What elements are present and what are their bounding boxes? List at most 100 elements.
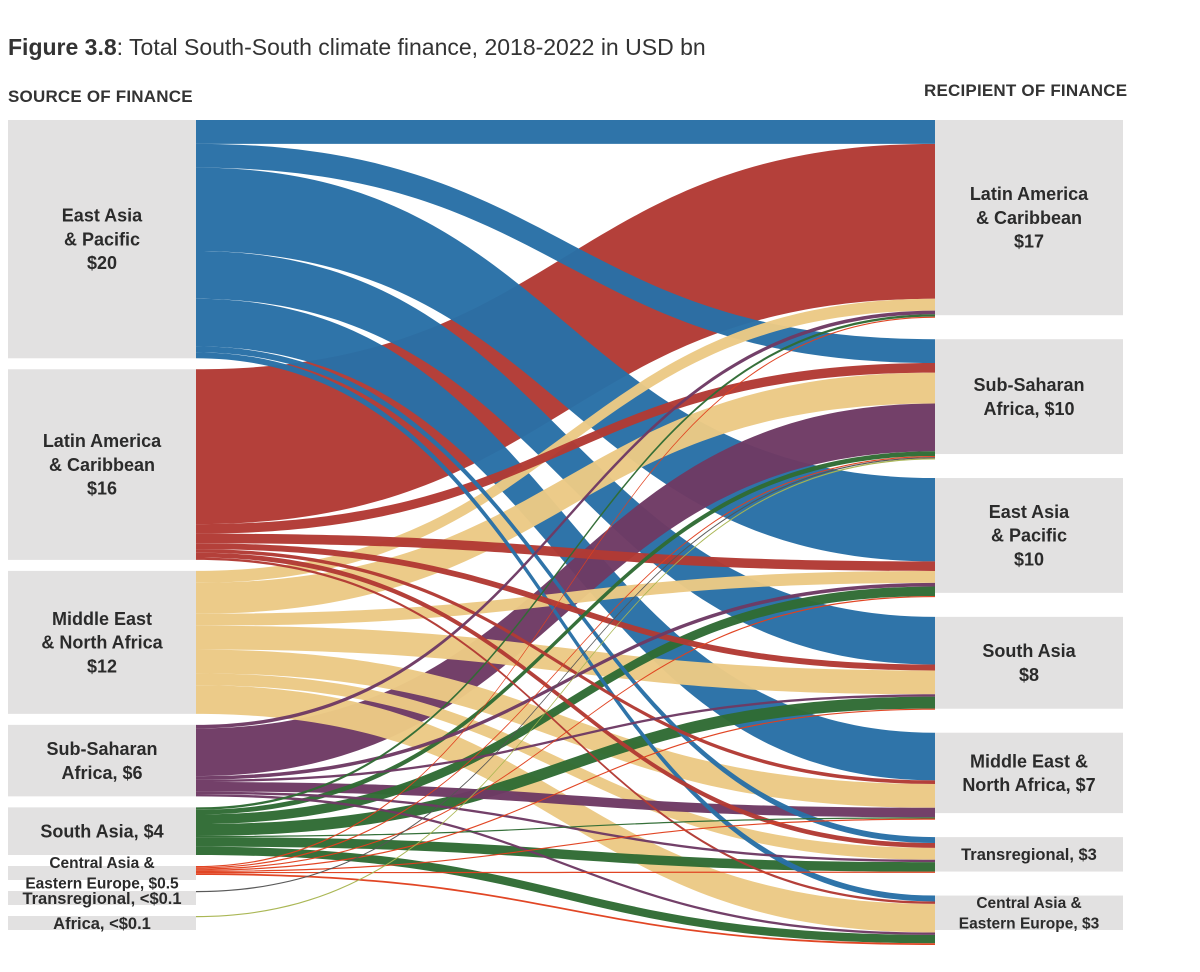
- flow-sa-to-mena: [196, 817, 935, 838]
- source-node-label: Africa, $6: [61, 763, 142, 783]
- source-node-label: $12: [87, 656, 117, 676]
- flow-sa-to-lac: [196, 314, 935, 810]
- flow-mena-to-ssa: [196, 372, 935, 614]
- source-node-label: $16: [87, 479, 117, 499]
- flow-lac-to-ssa: [196, 363, 935, 534]
- recipient-node-label: $10: [1014, 550, 1044, 570]
- recipient-node-label: North Africa, $7: [962, 775, 1095, 795]
- recipient-node-caee: Central Asia & Eastern Europe, $3: [935, 895, 1123, 932]
- source-node-label: Africa, <$0.1: [53, 915, 151, 933]
- recipient-node-mena: Middle East & North Africa, $7: [935, 732, 1123, 814]
- source-node-label: & North Africa: [41, 633, 163, 653]
- recipient-node-box: [935, 339, 1123, 455]
- recipient-node-tr: Transregional, $3: [935, 837, 1123, 872]
- recipient-nodes: Latin America & Caribbean $17 Sub-Saharan Af…: [935, 120, 1123, 932]
- flow-eap-to-tr: [196, 346, 935, 844]
- source-node-af: Africa, <$0.1: [8, 915, 196, 933]
- recipient-node-label: $8: [1019, 665, 1039, 685]
- flow-sa-to-ssa: [196, 451, 935, 815]
- source-node-box: [8, 866, 196, 880]
- flow-eap-to-mena: [196, 298, 935, 781]
- flow-tr-to-ssa: [196, 457, 935, 893]
- flow-caee-to-caee: [196, 873, 935, 945]
- flow-af-to-ssa: [196, 458, 935, 918]
- flow-lac-to-eap: [196, 533, 935, 571]
- source-node-box: [8, 807, 196, 855]
- flow-caee-to-ssa: [196, 455, 935, 869]
- recipient-node-box: [935, 837, 1123, 872]
- source-node-label: Latin America: [43, 431, 162, 451]
- figure-title-text: : Total South-South climate finance, 201…: [116, 34, 706, 60]
- source-node-box: [8, 916, 196, 930]
- flow-eap-to-sa: [196, 251, 935, 665]
- flow-sa-to-sa: [196, 696, 935, 836]
- flow-mena-to-mena: [196, 649, 935, 808]
- flow-eap-to-lac: [196, 120, 935, 144]
- source-node-ssa: Sub-Saharan Africa, $6: [8, 724, 196, 797]
- flow-lac-to-mena: [196, 549, 935, 784]
- flow-sa-to-eap: [196, 586, 935, 825]
- recipient-node-eap: East Asia & Pacific $10: [935, 478, 1123, 593]
- flow-eap-to-caee: [196, 352, 935, 902]
- flow-caee-to-sa: [196, 708, 935, 871]
- flow-mena-to-eap: [196, 570, 935, 626]
- flow-layer: [196, 120, 935, 945]
- source-column-heading: SOURCE OF FINANCE: [8, 87, 193, 106]
- flow-mena-to-lac: [196, 298, 935, 583]
- flow-ssa-to-caee: [196, 793, 935, 935]
- figure-title: Figure 3.8: Total South-South climate fi…: [8, 34, 706, 61]
- recipient-node-label: Eastern Europe, $3: [959, 915, 1100, 932]
- source-nodes: East Asia & Pacific $20 Latin America & Cari…: [8, 120, 196, 933]
- recipient-node-label: & Pacific: [991, 526, 1067, 546]
- figure-number: Figure 3.8: [8, 34, 117, 60]
- source-node-caee: Central Asia & Eastern Europe, $0.5: [8, 855, 196, 893]
- recipient-node-box: [935, 120, 1123, 316]
- source-node-label: South Asia, $4: [40, 821, 163, 841]
- recipient-node-label: South Asia: [982, 641, 1076, 661]
- flow-ssa-to-sa: [196, 694, 935, 783]
- source-node-lac: Latin America & Caribbean $16: [8, 369, 196, 560]
- source-node-label: Eastern Europe, $0.5: [25, 876, 179, 893]
- flow-caee-to-lac: [196, 316, 935, 868]
- recipient-node-label: Sub-Saharan: [973, 375, 1084, 395]
- source-node-box: [8, 369, 196, 560]
- flow-lac-to-caee: [196, 557, 935, 904]
- source-node-label: Transregional, <$0.1: [22, 890, 181, 908]
- source-node-label: $20: [87, 253, 117, 273]
- source-node-label: & Pacific: [64, 229, 140, 249]
- flow-ssa-to-lac: [196, 310, 935, 729]
- recipient-node-label: Transregional, $3: [961, 846, 1097, 864]
- recipient-node-label: $17: [1014, 232, 1044, 252]
- flow-lac-to-tr: [196, 552, 935, 848]
- source-node-box: [8, 891, 196, 905]
- recipient-node-label: Central Asia &: [976, 895, 1081, 912]
- recipient-node-label: Africa, $10: [983, 399, 1074, 419]
- flow-caee-to-tr: [196, 871, 935, 874]
- source-node-box: [8, 570, 196, 714]
- source-node-label: East Asia: [62, 206, 143, 226]
- recipient-node-box: [935, 732, 1123, 814]
- source-node-eap: East Asia & Pacific $20: [8, 120, 196, 359]
- source-node-label: Sub-Saharan: [46, 739, 157, 759]
- source-node-mena: Middle East & North Africa $12: [8, 570, 196, 714]
- source-node-sa: South Asia, $4: [8, 807, 196, 855]
- flow-caee-to-mena: [196, 818, 935, 872]
- flow-ssa-to-ssa: [196, 403, 935, 777]
- recipient-node-box: [935, 478, 1123, 593]
- flow-lac-to-sa: [196, 543, 935, 671]
- flow-ssa-to-eap: [196, 582, 935, 780]
- recipient-node-label: East Asia: [989, 502, 1070, 522]
- recipient-node-lac: Latin America & Caribbean $17: [935, 120, 1123, 316]
- recipient-node-ssa: Sub-Saharan Africa, $10: [935, 339, 1123, 455]
- source-node-box: [8, 120, 196, 359]
- flow-caee-to-eap: [196, 595, 935, 870]
- source-node-label: & Caribbean: [49, 455, 155, 475]
- recipient-node-box: [935, 616, 1123, 709]
- recipient-node-label: Latin America: [970, 184, 1089, 204]
- flow-mena-to-caee: [196, 685, 935, 933]
- source-node-label: Central Asia &: [49, 855, 154, 872]
- recipient-node-label: Middle East &: [970, 751, 1088, 771]
- source-node-tr: Transregional, <$0.1: [8, 890, 196, 908]
- recipient-column-heading: RECIPIENT OF FINANCE: [924, 81, 1128, 100]
